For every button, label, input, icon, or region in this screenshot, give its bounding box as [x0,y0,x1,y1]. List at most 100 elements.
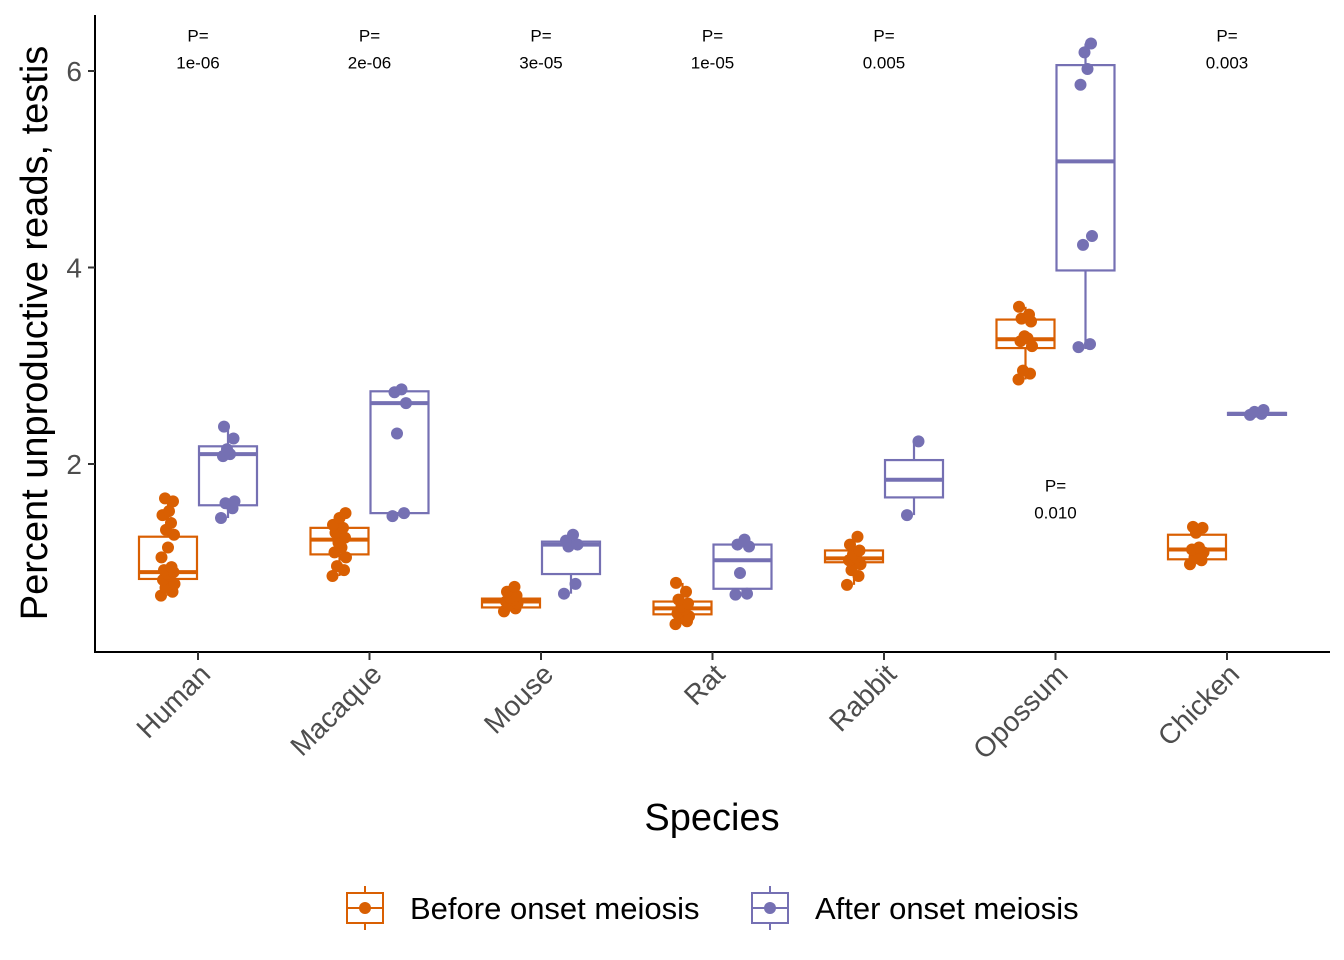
p-value: 1e-06 [176,54,219,73]
data-point [1012,373,1025,386]
data-point [851,530,864,543]
data-point [682,597,694,610]
data-point [163,505,175,518]
data-point [162,541,174,554]
data-point [1077,238,1089,251]
plot-area: P= 1e-06 P= 2e-06 P= 3e-05 P= 1e-05 P= 0.005 P= 0.0… [137,27,1288,631]
data-point [1086,230,1098,243]
data-point [395,383,408,396]
data-point [680,585,692,598]
legend-key-point [764,902,776,914]
axes: 2 4 6 Human Macaque Mouse Rat Rabbit Opossum Chic… [66,15,1330,765]
box-after-opossum [1055,43,1116,350]
data-point [1187,520,1199,533]
data-point [845,564,858,577]
data-point [853,544,866,557]
data-point [844,538,856,551]
p-value-label: P= [873,27,894,46]
p-value-label: P= [530,27,551,46]
box-rect [712,543,773,590]
data-point [1084,338,1096,351]
data-point [508,580,521,593]
data-point [339,531,351,544]
y-axis-title: Percent unproductive reads, testis [14,46,56,621]
x-tick-label: Mouse [478,658,559,739]
data-point [391,427,403,440]
y-tick-label: 4 [66,253,82,284]
box-after-rabbit [883,441,945,516]
p-value: 1e-05 [691,54,734,73]
data-point [738,533,751,546]
data-point [159,492,171,505]
data-point [337,521,349,534]
p-value-label: P= [187,27,208,46]
data-point [227,432,240,445]
data-point [1013,300,1025,313]
p-value: 0.003 [1206,54,1249,73]
data-point [1081,63,1094,76]
data-point [228,495,241,508]
data-point [331,560,343,573]
data-point [1257,403,1270,416]
y-tick-label: 6 [66,56,82,87]
legend-label: After onset meiosis [815,891,1079,926]
data-point [218,420,230,433]
x-tick-label: Macaque [284,658,387,761]
box-after-macaque [369,389,430,517]
x-tick-label: Chicken [1152,658,1245,751]
data-point [400,397,412,410]
p-value: 3e-05 [519,54,562,73]
p-value: 0.005 [863,54,906,73]
data-point [155,551,168,564]
legend: Before onset meiosis After onset meiosis [346,886,1079,930]
data-point [912,435,925,448]
data-point [672,593,685,606]
data-point [571,538,584,551]
legend-label: Before onset meiosis [410,891,699,926]
data-point [339,507,352,520]
data-point [1074,78,1087,91]
data-point [215,512,227,525]
data-point [558,587,570,600]
x-tick-label: Rat [678,658,731,711]
data-point [1085,37,1097,50]
p-value-label: P= [1216,27,1237,46]
data-point [219,497,232,510]
x-tick-label: Human [130,658,216,744]
y-tick-label: 2 [66,449,82,480]
data-point [1196,521,1209,534]
data-point [569,577,582,590]
data-point [386,510,399,523]
x-tick-label: Opossum [967,658,1074,765]
legend-item-after: After onset meiosis [751,886,1079,930]
data-point [841,578,853,591]
data-point [670,576,682,589]
p-value-label: P= [359,27,380,46]
x-axis-title: Species [644,797,779,839]
data-point [1072,341,1085,354]
data-point [340,551,352,564]
data-point [326,570,339,583]
legend-key-point [359,902,371,914]
data-point [741,587,753,600]
p-value: 0.010 [1034,504,1077,523]
data-point [1078,46,1091,59]
legend-item-before: Before onset meiosis [346,886,699,930]
data-point [221,443,233,456]
p-value-label: P= [702,27,723,46]
data-point [567,528,579,541]
data-point [729,588,742,601]
data-point [165,561,178,574]
data-point [398,507,410,520]
p-value-label: P= [1045,477,1066,496]
data-point [165,516,177,529]
data-point [901,509,913,522]
data-point [1017,364,1029,377]
data-point [1248,405,1261,418]
data-point [734,567,746,580]
data-point [1023,308,1035,321]
data-point [1193,541,1205,554]
box-rect [369,390,430,515]
x-tick-label: Rabbit [823,658,902,737]
